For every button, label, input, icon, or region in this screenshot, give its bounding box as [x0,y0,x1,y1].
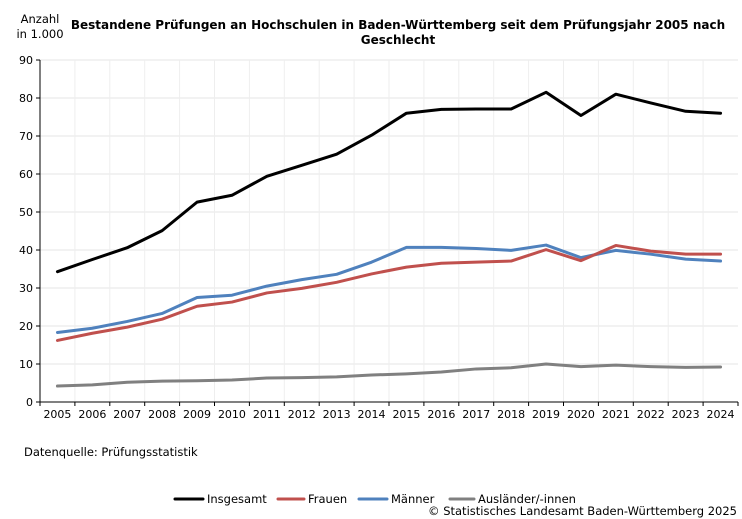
y-tick-label-90: 90 [19,54,33,67]
series-line-männer [55,243,723,334]
series-line-ausländer-innen [55,362,723,388]
y-tick-label-10: 10 [19,358,33,371]
x-tick-label-2017: 2017 [462,408,490,421]
y-tick-label-50: 50 [19,206,33,219]
legend-label-ausländer-innen: Ausländer/-innen [478,492,576,506]
legend: Insgesamt Frauen Männer Ausländer/-innen [173,492,576,506]
x-tick-label-2015: 2015 [392,408,420,421]
axes [36,59,739,406]
x-tick-label-2014: 2014 [358,408,386,421]
legend-label-insgesamt: Insgesamt [207,492,267,506]
x-tick-label-2007: 2007 [113,408,141,421]
series-line-insgesamt [55,90,723,274]
series-line-frauen [55,243,723,342]
gridlines [40,59,738,402]
x-tick-label-2009: 2009 [183,408,211,421]
x-tick-label-2012: 2012 [288,408,316,421]
copyright-note: © Statistisches Landesamt Baden-Württemb… [428,504,737,518]
x-tick-label-2011: 2011 [253,408,281,421]
x-tick-label-2010: 2010 [218,408,246,421]
x-tick-label-2006: 2006 [78,408,106,421]
y-tick-label-70: 70 [19,130,33,143]
x-tick-label-2021: 2021 [602,408,630,421]
chart-title-line-1: Bestandene Prüfungen an Hochschulen in B… [71,18,725,32]
x-tick-label-2022: 2022 [637,408,665,421]
y-axis-label-line-2: in 1.000 [16,27,63,41]
y-tick-label-80: 80 [19,92,33,105]
x-tick-label-2024: 2024 [707,408,735,421]
y-tick-label-30: 30 [19,282,33,295]
source-note: Datenquelle: Prüfungsstatistik [24,445,198,459]
x-tick-label-2013: 2013 [323,408,351,421]
x-tick-label-2023: 2023 [672,408,700,421]
y-tick-label-0: 0 [26,396,33,409]
x-tick-label-2008: 2008 [148,408,176,421]
x-tick-label-2019: 2019 [532,408,560,421]
y-tick-label-20: 20 [19,320,33,333]
x-tick-labels: 2005 2006 2007 2008 2009 2010 2011 2012 2013 2014… [43,408,734,421]
legend-label-frauen: Frauen [308,492,347,506]
x-tick-label-2018: 2018 [497,408,525,421]
y-tick-label-40: 40 [19,244,33,257]
legend-label-männer: Männer [391,492,435,506]
series-lines [55,90,723,388]
x-tick-label-2016: 2016 [427,408,455,421]
y-tick-label-60: 60 [19,168,33,181]
x-tick-label-2020: 2020 [567,408,595,421]
x-tick-label-2005: 2005 [43,408,71,421]
chart-title-line-2: Geschlecht [361,33,436,47]
y-axis-label-line-1: Anzahl [21,12,60,26]
y-tick-labels: 0 10 20 30 40 50 60 70 80 90 [19,54,33,409]
